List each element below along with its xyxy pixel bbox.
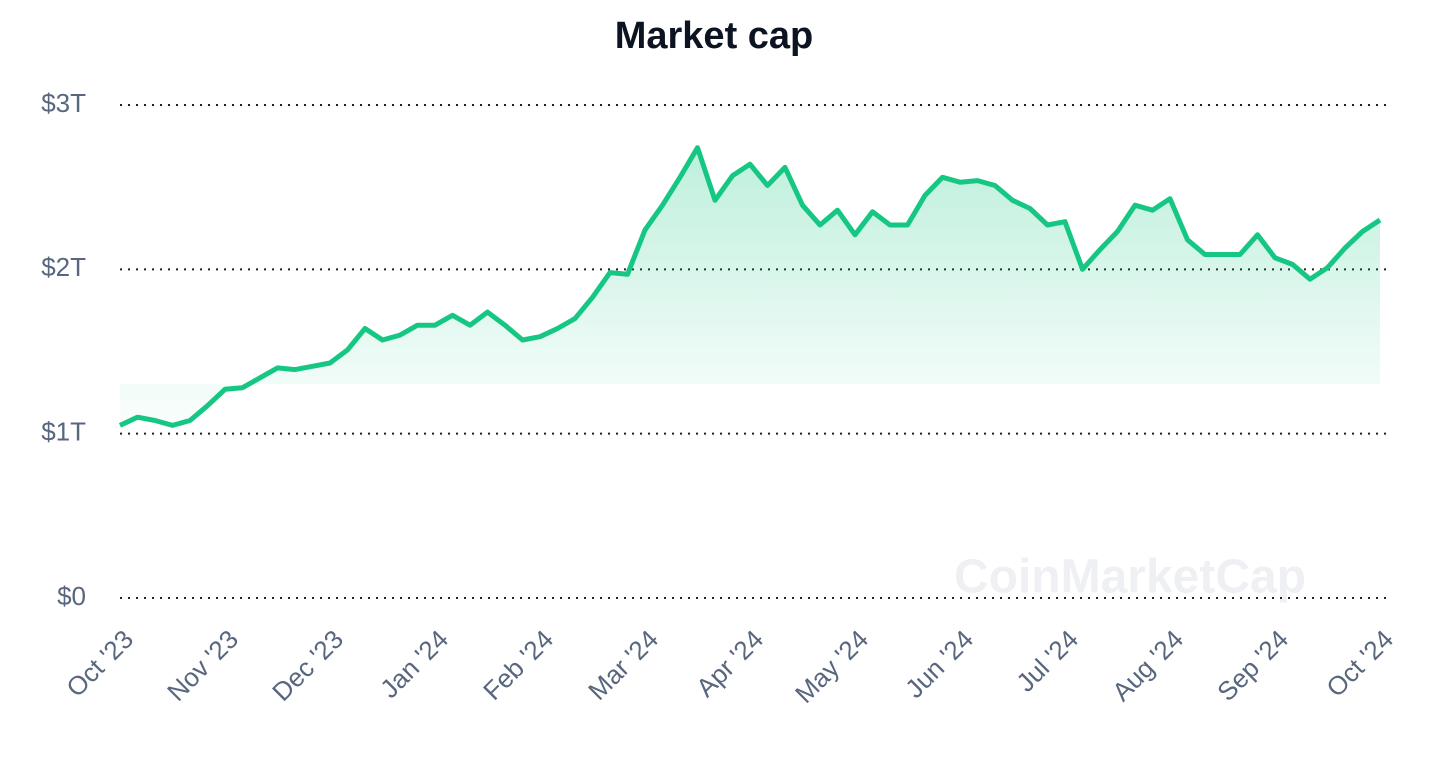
x-tick-label: Nov '23 [161, 624, 244, 707]
x-tick-label: Mar '24 [582, 624, 664, 706]
x-tick-label: Aug '24 [1106, 624, 1189, 707]
line [118, 145, 1382, 428]
y-tick-label: $1T [41, 417, 86, 447]
area-fill [120, 147, 1380, 426]
y-tick-label: $3T [41, 88, 86, 118]
x-tick-label: Oct '24 [1320, 624, 1399, 703]
x-tick-label: Apr '24 [690, 624, 769, 703]
y-tick-label: $2T [41, 252, 86, 282]
watermark: CoinMarketCap [954, 551, 1306, 604]
x-tick-label: Dec '23 [266, 624, 349, 707]
x-tick-label: Jun '24 [899, 624, 979, 704]
x-tick-label: Jul '24 [1010, 624, 1084, 698]
x-tick-label: May '24 [789, 624, 874, 709]
x-tick-label: Sep '24 [1211, 624, 1294, 707]
y-tick-label: $0 [57, 581, 86, 611]
chart-title: Market cap [615, 15, 814, 57]
x-tick-label: Oct '23 [60, 624, 139, 703]
x-tick-label: Jan '24 [374, 624, 454, 704]
x-tick-label: Feb '24 [477, 624, 559, 706]
